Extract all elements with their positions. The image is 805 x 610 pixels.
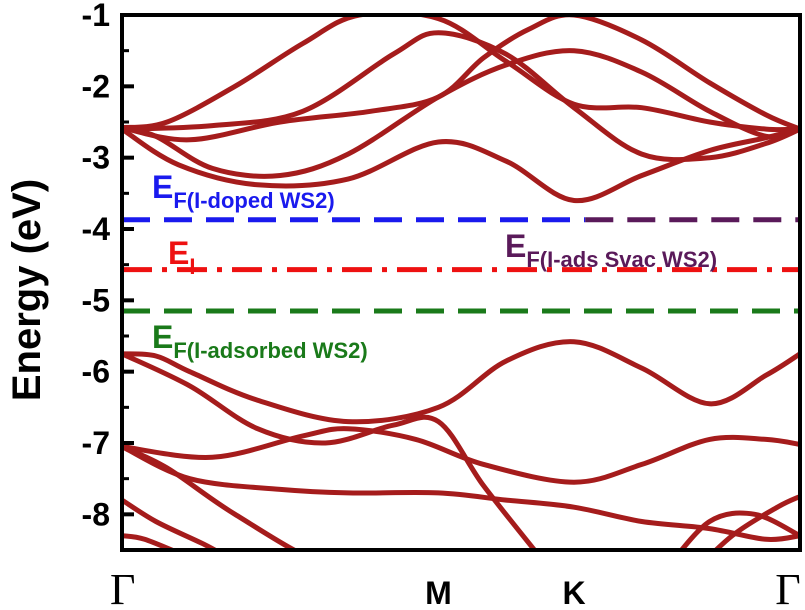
x-tick-label-4: Γ xyxy=(775,565,800,610)
band-line-14 xyxy=(712,494,800,550)
annotation-main: E xyxy=(152,319,173,355)
band-line-1 xyxy=(122,48,800,179)
level-annotation-1: EF(I-doped WS2) xyxy=(152,169,335,213)
reference-level-lines xyxy=(122,217,800,314)
band-line-11 xyxy=(122,497,221,550)
annotation-main: E xyxy=(152,169,173,205)
band-line-3 xyxy=(122,126,800,204)
band-line-12 xyxy=(122,533,179,550)
level-annotations: EF(I-doped WS2)EF(I-ads Svac WS2)EIEF(I-… xyxy=(152,169,717,363)
level-annotation-3: EI xyxy=(168,235,195,279)
y-tick-label: -6 xyxy=(82,354,110,390)
band-line-13 xyxy=(678,510,800,550)
band-line-7 xyxy=(122,351,538,550)
plot-frame xyxy=(120,13,802,552)
y-tick-label: -1 xyxy=(82,0,110,33)
y-axis-title: Energy (eV) xyxy=(5,179,49,401)
band-line-6 xyxy=(122,339,800,425)
y-tick-label: -8 xyxy=(82,496,110,532)
band-line-9 xyxy=(122,444,800,543)
y-tick-label: -2 xyxy=(82,68,110,104)
x-tick-label-1: Γ xyxy=(110,565,135,610)
y-axis: -1 -2 -3 -4 -5 -6 -7 -8 xyxy=(82,0,134,532)
band-lines xyxy=(122,15,800,550)
annotation-subscript: I xyxy=(189,254,195,279)
annotation-main: E xyxy=(168,235,189,271)
band-line-5 xyxy=(122,30,800,163)
y-tick-label: -7 xyxy=(82,425,110,461)
annotation-subscript: F(I-adsorbed WS2) xyxy=(173,338,367,363)
x-tick-label-2: M xyxy=(425,575,452,610)
level-annotation-4: EF(I-adsorbed WS2) xyxy=(152,319,368,363)
band-line-2 xyxy=(122,15,800,133)
y-tick-label: -4 xyxy=(82,211,111,247)
plot-border xyxy=(120,13,802,552)
band-line-8 xyxy=(122,426,800,485)
annotation-main: E xyxy=(505,228,526,264)
y-tick-label: -3 xyxy=(82,140,110,176)
x-tick-label-3: K xyxy=(562,575,585,610)
band-line-10 xyxy=(122,444,300,550)
annotation-subscript: F(I-doped WS2) xyxy=(173,188,334,213)
level-annotation-2: EF(I-ads Svac WS2) xyxy=(505,228,717,272)
y-tick-label: -5 xyxy=(82,282,110,318)
annotation-subscript: F(I-ads Svac WS2) xyxy=(526,247,717,272)
